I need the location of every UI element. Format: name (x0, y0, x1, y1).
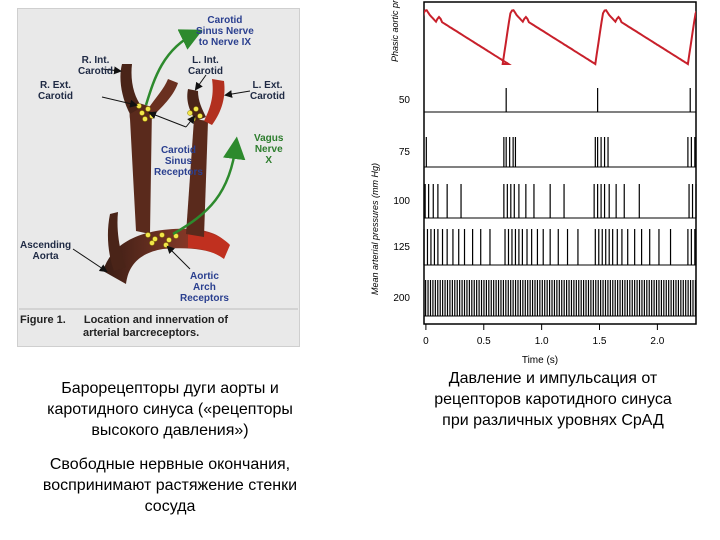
label-r-ext-carotid: R. Ext. Carotid (38, 80, 73, 102)
label-carotid-sinus-receptors: Carotid Sinus Receptors (154, 145, 203, 178)
spike-row-75: 75 (399, 137, 696, 168)
carotid-trunk-right (186, 119, 208, 237)
x-tick-label: 0.5 (477, 336, 491, 347)
barorecepters-figure: Carotid Sinus Nerve to Nerve IX R. Int. … (17, 8, 300, 347)
text-free-endings: Свободные нервные окончания, воспринимаю… (42, 456, 298, 515)
carotid-trunk-left (129, 103, 152, 234)
x-tick-label: 1.5 (593, 336, 607, 347)
pressure-wave-line (424, 9, 696, 66)
spike-row-100: 100 (393, 184, 697, 219)
label-r-int-carotid: R. Int. Carotid (78, 55, 113, 77)
label-aortic-arch-receptors: Aortic Arch Receptors (180, 271, 229, 304)
caption-line-1: Location and innervation of (83, 314, 229, 326)
chart-frame (423, 1, 697, 325)
x-tick-label: 2.0 (650, 336, 664, 347)
row-label: 200 (393, 293, 410, 304)
ylabel-top: Phasic aortic pressure (390, 0, 400, 62)
pressure-impulse-chart: Phasic aortic pressure Mean arterial pre… (370, 0, 697, 366)
ylabel: Mean arterial pressures (mm Hg) (370, 163, 380, 295)
row-label: 75 (399, 147, 411, 158)
row-label: 100 (393, 196, 410, 207)
spike-row-125: 125 (393, 229, 696, 266)
caption-number: Figure 1. (20, 314, 66, 326)
anatomy-illustration (19, 29, 298, 310)
spike-row-200: 200 (393, 280, 697, 317)
row-label: 125 (393, 242, 410, 253)
x-tick-label: 1.0 (535, 336, 549, 347)
x-tick-label: 0 (423, 336, 429, 347)
text-pressure-impulses: Давление и импульсация от рецепторов кар… (434, 370, 672, 429)
vagus-nerve-arrow (172, 136, 246, 236)
label-vagus-nerve: Vagus Nerve X (254, 133, 284, 166)
figure-caption: Figure 1. Location and innervation of art… (20, 314, 228, 340)
label-ascending-aorta: Ascending Aorta (20, 240, 72, 262)
label-carotid-sinus-nerve: Carotid Sinus Nerve to Nerve IX (196, 15, 254, 48)
label-l-ext-carotid: L. Ext. Carotid (250, 80, 285, 102)
row-label: 50 (399, 95, 411, 106)
aortic-receptors-dots (145, 232, 179, 248)
xlabel: Time (s) (522, 355, 558, 366)
caption-line-2: arterial barcreceptors. (83, 327, 200, 339)
label-l-int-carotid: L. Int. Carotid (188, 55, 223, 77)
carotid-sinus-nerve-arrow (144, 29, 203, 106)
spike-row-50: 50 (399, 88, 696, 113)
text-baroreceptors: Барорецепторы дуги аорты и каротидного с… (47, 380, 293, 439)
